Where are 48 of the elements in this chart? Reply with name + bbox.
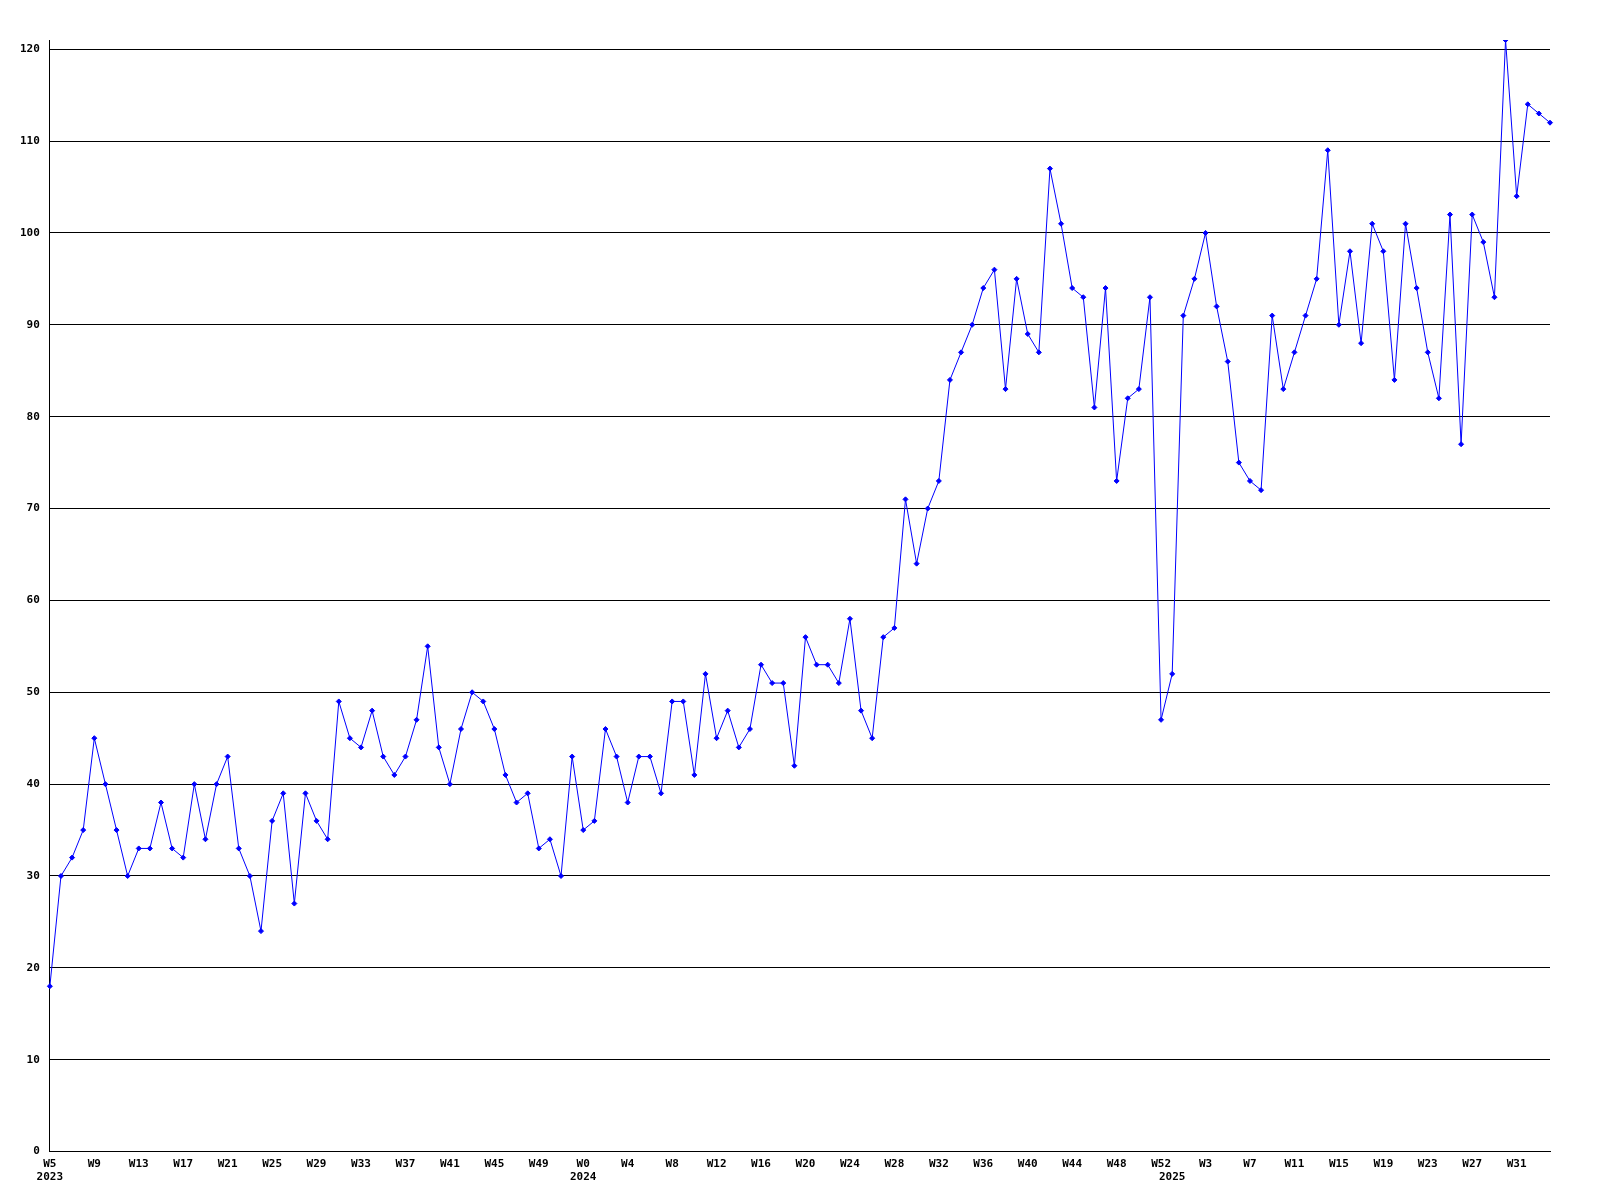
x-tick-label: W29 (306, 1157, 327, 1171)
x-tick-label: W27 (1462, 1157, 1483, 1171)
x-tick-label: W5 2023 (36, 1157, 64, 1184)
x-tick-label: W52 (1151, 1157, 1172, 1171)
y-tick-label: 50 (26, 685, 40, 699)
y-tick-label: 80 (26, 409, 40, 423)
x-tick-label: W24 (840, 1157, 861, 1171)
x-tick-label: W11 (1284, 1157, 1305, 1171)
y-tick-label: 120 (19, 42, 40, 56)
x-tick-label: W9 (87, 1157, 101, 1171)
x-tick-label: W25 (262, 1157, 283, 1171)
x-tick-label: W13 (128, 1157, 149, 1171)
y-tick-label: 60 (26, 593, 40, 607)
y-tick-label: 100 (19, 225, 40, 239)
x-tick-label: W31 (1506, 1157, 1527, 1171)
x-tick-label: W36 (973, 1157, 994, 1171)
y-tick-label: 70 (26, 501, 40, 515)
x-tick-label: W32 (928, 1157, 949, 1171)
y-tick-label: 110 (19, 133, 40, 147)
x-tick-label: W7 (1243, 1157, 1257, 1171)
x-tick-label: W20 (795, 1157, 816, 1171)
x-tick-label: W12 (706, 1157, 727, 1171)
x-tick-label: W40 (1017, 1157, 1038, 1171)
y-tick-label: 30 (26, 868, 40, 882)
x-tick-label: W28 (884, 1157, 905, 1171)
x-tick-label: W41 (439, 1157, 461, 1171)
y-tick-label: 10 (26, 1052, 40, 1066)
x-tick-label: 2025 (1158, 1170, 1186, 1184)
y-tick-label: 90 (26, 317, 40, 331)
x-tick-label: W8 (665, 1157, 679, 1171)
x-tick-label: W17 (173, 1157, 194, 1171)
x-tick-label: W45 (484, 1157, 505, 1171)
x-tick-label: W19 (1373, 1157, 1394, 1171)
x-tick-label: W44 (1062, 1157, 1083, 1171)
x-tick-label: W23 (1417, 1157, 1438, 1171)
y-tick-label: 20 (26, 960, 40, 974)
y-tick-label: 40 (26, 776, 40, 790)
x-tick-label: W4 (621, 1157, 635, 1171)
x-tick-label: W21 (217, 1157, 238, 1171)
x-tick-label: W15 (1328, 1157, 1349, 1171)
x-tick-label: W3 (1198, 1157, 1213, 1171)
y-tick-label: 0 (33, 1144, 40, 1158)
x-tick-label: W37 (395, 1157, 416, 1171)
x-tick-label: W0 2024 (570, 1157, 597, 1184)
x-tick-label: W33 (351, 1157, 371, 1171)
x-tick-label: W16 (751, 1157, 772, 1171)
x-tick-label: W48 (1106, 1157, 1127, 1171)
x-tick-label: W49 (528, 1157, 549, 1171)
